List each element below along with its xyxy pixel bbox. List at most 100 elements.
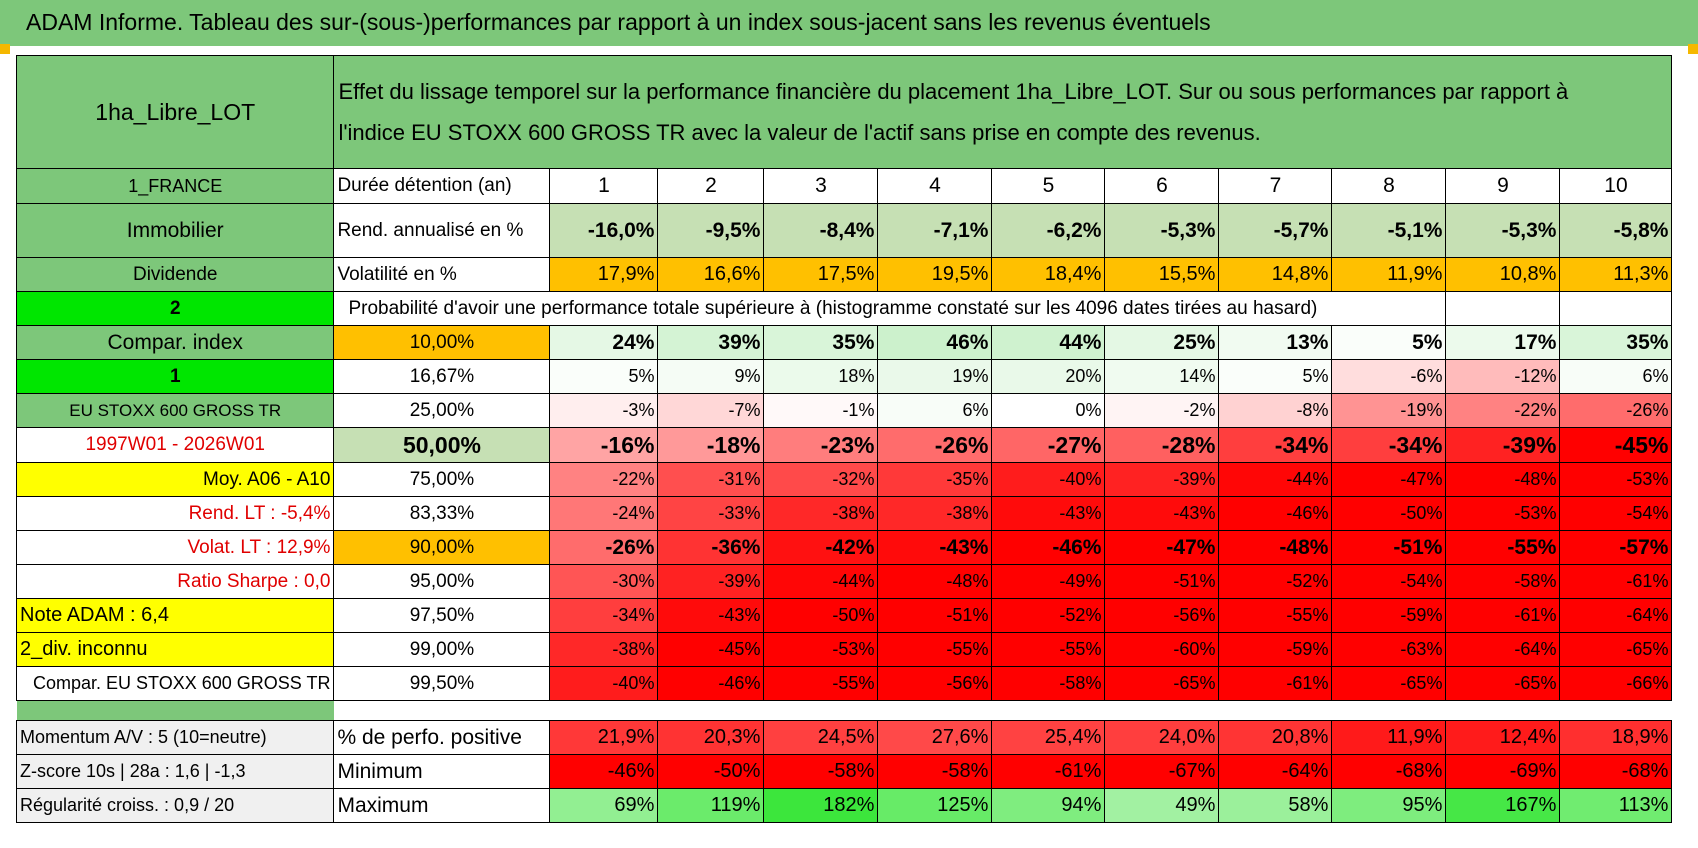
quantile-value-cell[interactable]: -19% [1331, 393, 1447, 428]
bottom-value-cell[interactable]: -64% [1218, 754, 1333, 789]
bottom-left-cell[interactable]: Régularité croiss. : 0,9 / 20 [15, 788, 335, 823]
bottom-label-cell[interactable]: % de perfo. positive [333, 720, 551, 755]
quantile-value-cell[interactable]: -45% [657, 632, 765, 667]
period-cell[interactable]: 1997W01 - 2026W01 [15, 427, 335, 463]
bottom-value-cell[interactable]: 69% [549, 788, 659, 823]
quantile-value-cell[interactable]: -48% [1218, 530, 1333, 565]
quantile-value-cell[interactable]: -44% [1218, 462, 1333, 497]
quantile-value-cell[interactable]: -49% [991, 564, 1106, 599]
quantile-value-cell[interactable]: -51% [1331, 530, 1447, 565]
quantile-pct-cell[interactable]: 16,67% [333, 359, 551, 394]
bottom-value-cell[interactable]: -69% [1445, 754, 1561, 789]
bottom-value-cell[interactable]: 95% [1331, 788, 1447, 823]
compar-index-cell[interactable]: Compar. index [15, 325, 335, 360]
rend-lt-cell[interactable]: Rend. LT : -5,4% [15, 496, 335, 531]
bottom-value-cell[interactable]: 125% [877, 788, 993, 823]
bottom-value-cell[interactable]: 27,6% [877, 720, 993, 755]
quantile-value-cell[interactable]: -55% [1445, 530, 1561, 565]
quantile-pct-cell[interactable]: 25,00% [333, 393, 551, 428]
rend-label-cell[interactable]: Rend. annualisé en % [333, 203, 551, 258]
quantile-value-cell[interactable]: -34% [1218, 427, 1333, 463]
quantile-value-cell[interactable]: 18% [763, 359, 879, 394]
quantile-value-cell[interactable]: -64% [1445, 632, 1561, 667]
rend-value-cell[interactable]: -16,0% [549, 203, 659, 258]
quantile-value-cell[interactable]: -43% [657, 598, 765, 633]
bottom-value-cell[interactable]: -50% [657, 754, 765, 789]
quantile-value-cell[interactable]: -34% [1331, 427, 1447, 463]
quantile-value-cell[interactable]: -66% [1559, 666, 1673, 701]
quantile-value-cell[interactable]: -16% [549, 427, 659, 463]
quantile-value-cell[interactable]: 44% [991, 325, 1106, 360]
quantile-value-cell[interactable]: -53% [1559, 462, 1673, 497]
year-header-cell[interactable]: 5 [991, 168, 1106, 204]
quantile-value-cell[interactable]: -61% [1559, 564, 1673, 599]
bottom-value-cell[interactable]: -68% [1331, 754, 1447, 789]
quantile-value-cell[interactable]: -38% [549, 632, 659, 667]
quantile-value-cell[interactable]: -54% [1559, 496, 1673, 531]
bottom-value-cell[interactable]: 18,9% [1559, 720, 1673, 755]
country-cell[interactable]: 1_FRANCE [15, 168, 335, 204]
quantile-value-cell[interactable]: -43% [877, 530, 993, 565]
bottom-value-cell[interactable]: -58% [763, 754, 879, 789]
bottom-value-cell[interactable]: 12,4% [1445, 720, 1561, 755]
rend-value-cell[interactable]: -7,1% [877, 203, 993, 258]
quantile-value-cell[interactable]: 39% [657, 325, 765, 360]
bottom-value-cell[interactable]: 119% [657, 788, 765, 823]
quantile-value-cell[interactable]: -42% [763, 530, 879, 565]
bottom-value-cell[interactable]: 21,9% [549, 720, 659, 755]
year-header-cell[interactable]: 4 [877, 168, 993, 204]
bottom-label-cell[interactable]: Maximum [333, 788, 551, 823]
quantile-value-cell[interactable]: -32% [763, 462, 879, 497]
quantile-value-cell[interactable]: -30% [549, 564, 659, 599]
rend-value-cell[interactable]: -8,4% [763, 203, 879, 258]
description-cell[interactable]: Effet du lissage temporel sur la perform… [333, 55, 1673, 169]
rend-value-cell[interactable]: -5,8% [1559, 203, 1673, 258]
bottom-value-cell[interactable]: 20,3% [657, 720, 765, 755]
quantile-value-cell[interactable]: -53% [763, 632, 879, 667]
quantile-value-cell[interactable]: 24% [549, 325, 659, 360]
rend-value-cell[interactable]: -6,2% [991, 203, 1106, 258]
rend-value-cell[interactable]: -5,7% [1218, 203, 1333, 258]
volat-value-cell[interactable]: 14,8% [1218, 257, 1333, 292]
quantile-value-cell[interactable]: -50% [1331, 496, 1447, 531]
volat-value-cell[interactable]: 16,6% [657, 257, 765, 292]
quantile-value-cell[interactable]: -44% [763, 564, 879, 599]
rend-value-cell[interactable]: -5,3% [1445, 203, 1561, 258]
volat-lt-cell[interactable]: Volat. LT : 12,9% [15, 530, 335, 565]
quantile-value-cell[interactable]: 5% [549, 359, 659, 394]
quantile-value-cell[interactable]: 5% [1331, 325, 1447, 360]
quantile-value-cell[interactable]: -52% [1218, 564, 1333, 599]
year-header-cell[interactable]: 3 [763, 168, 879, 204]
category-cell[interactable]: Immobilier [15, 203, 335, 258]
empty-cell[interactable] [1559, 291, 1673, 326]
quantile-value-cell[interactable]: -61% [1445, 598, 1561, 633]
quantile-value-cell[interactable]: -58% [991, 666, 1106, 701]
quantile-value-cell[interactable]: -65% [1445, 666, 1561, 701]
quantile-value-cell[interactable]: -40% [991, 462, 1106, 497]
quantile-value-cell[interactable]: -61% [1218, 666, 1333, 701]
quantile-value-cell[interactable]: 35% [763, 325, 879, 360]
quantile-value-cell[interactable]: -55% [1218, 598, 1333, 633]
quantile-value-cell[interactable]: -27% [991, 427, 1106, 463]
year-header-cell[interactable]: 2 [657, 168, 765, 204]
volat-value-cell[interactable]: 10,8% [1445, 257, 1561, 292]
bottom-value-cell[interactable]: 25,4% [991, 720, 1106, 755]
quantile-value-cell[interactable]: 17% [1445, 325, 1561, 360]
quantile-value-cell[interactable]: -33% [657, 496, 765, 531]
bottom-value-cell[interactable]: -46% [549, 754, 659, 789]
bottom-value-cell[interactable]: -61% [991, 754, 1106, 789]
quantile-pct-cell[interactable]: 10,00% [333, 325, 551, 360]
moy-cell[interactable]: Moy. A06 - A10 [15, 462, 335, 497]
quantile-value-cell[interactable]: -28% [1104, 427, 1220, 463]
quantile-value-cell[interactable]: -55% [991, 632, 1106, 667]
quantile-value-cell[interactable]: -18% [657, 427, 765, 463]
bottom-value-cell[interactable]: 58% [1218, 788, 1333, 823]
quantile-value-cell[interactable]: -39% [1445, 427, 1561, 463]
quantile-value-cell[interactable]: -56% [1104, 598, 1220, 633]
quantile-value-cell[interactable]: 25% [1104, 325, 1220, 360]
quantile-value-cell[interactable]: 35% [1559, 325, 1673, 360]
year-header-cell[interactable]: 8 [1331, 168, 1447, 204]
quantile-value-cell[interactable]: -58% [1445, 564, 1561, 599]
rend-value-cell[interactable]: -5,3% [1104, 203, 1220, 258]
quantile-value-cell[interactable]: -22% [1445, 393, 1561, 428]
